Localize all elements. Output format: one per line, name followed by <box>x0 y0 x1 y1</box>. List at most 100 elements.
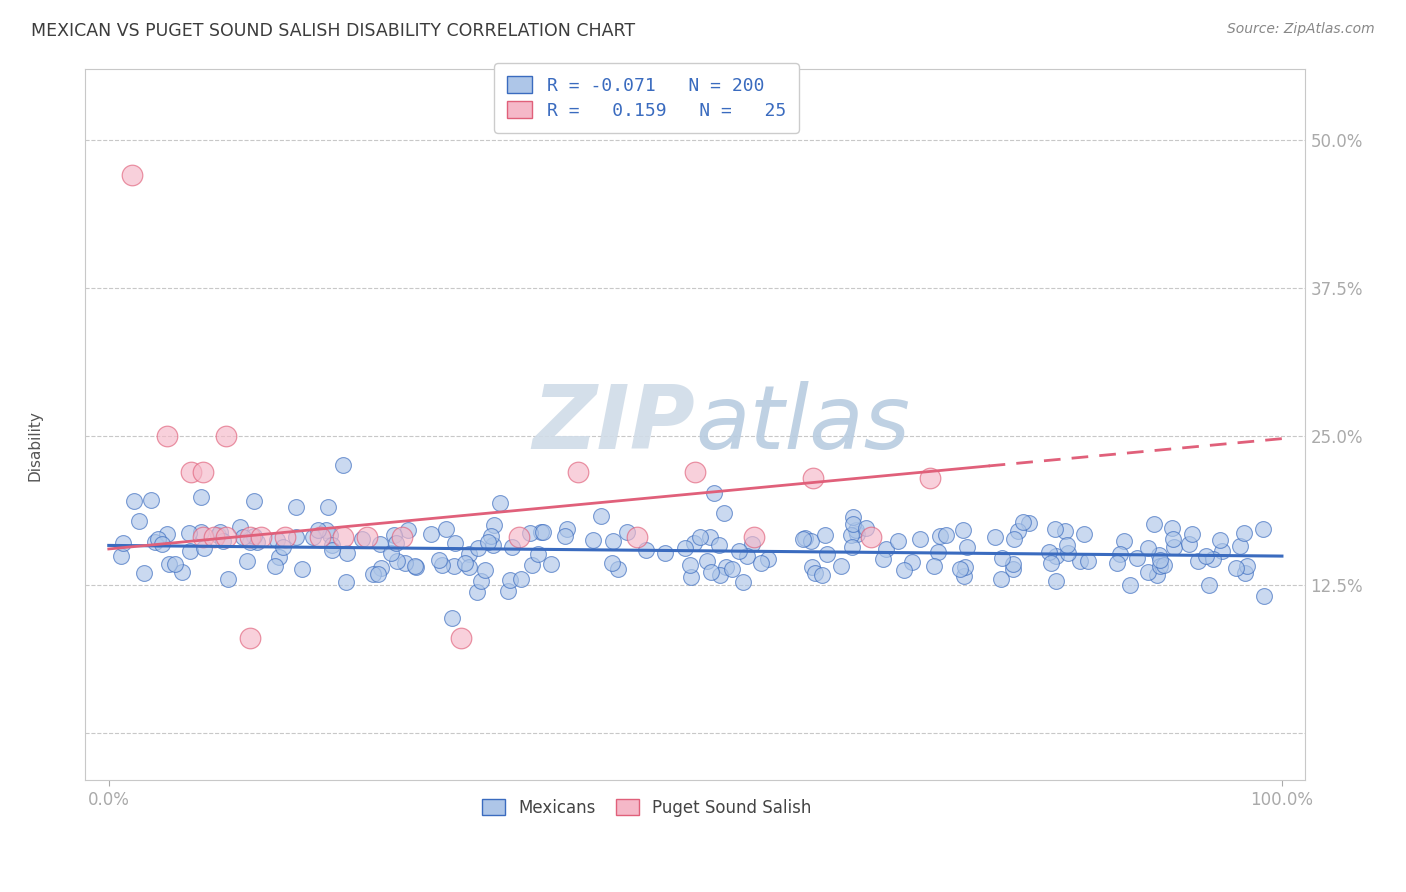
Point <box>1073 526 1095 541</box>
Point <box>217 572 239 586</box>
Point <box>606 562 628 576</box>
Point <box>841 540 863 554</box>
Point <box>367 566 389 581</box>
Point <box>1069 554 1091 568</box>
Point <box>482 517 505 532</box>
Point <box>626 530 648 544</box>
Point <box>991 550 1014 565</box>
Point <box>172 565 194 579</box>
Point <box>427 553 450 567</box>
Point <box>110 549 132 563</box>
Point <box>396 523 419 537</box>
Point <box>731 574 754 589</box>
Point <box>467 541 489 555</box>
Point <box>1195 549 1218 563</box>
Point <box>1137 541 1160 556</box>
Point <box>1251 522 1274 536</box>
Point <box>1056 538 1078 552</box>
Point <box>1187 554 1209 568</box>
Point <box>600 556 623 570</box>
Point <box>922 559 945 574</box>
Point <box>458 559 481 574</box>
Point <box>928 529 950 543</box>
Point <box>363 567 385 582</box>
Point <box>190 524 212 539</box>
Point <box>557 522 579 536</box>
Point <box>1253 589 1275 603</box>
Point <box>146 533 169 547</box>
Point <box>683 536 706 550</box>
Point <box>567 465 589 479</box>
Point <box>1163 540 1185 554</box>
Point <box>477 535 499 549</box>
Point <box>804 566 827 580</box>
Point <box>193 541 215 555</box>
Point <box>163 557 186 571</box>
Point <box>238 530 260 544</box>
Point <box>846 527 869 541</box>
Point <box>1146 568 1168 582</box>
Point <box>1198 578 1220 592</box>
Point <box>1149 552 1171 566</box>
Point <box>720 561 742 575</box>
Point <box>952 523 974 537</box>
Point <box>1002 562 1025 576</box>
Point <box>122 494 145 508</box>
Point <box>531 524 554 539</box>
Point <box>602 534 624 549</box>
Point <box>685 465 707 479</box>
Point <box>616 524 638 539</box>
Point <box>510 572 533 586</box>
Point <box>801 560 824 574</box>
Point <box>872 552 894 566</box>
Point <box>540 557 562 571</box>
Point <box>1233 566 1256 581</box>
Point <box>465 585 488 599</box>
Point <box>589 509 612 524</box>
Point <box>530 524 553 539</box>
Point <box>143 535 166 549</box>
Point <box>1181 527 1204 541</box>
Point <box>742 530 765 544</box>
Point <box>934 527 956 541</box>
Point <box>1233 525 1256 540</box>
Point <box>394 556 416 570</box>
Point <box>285 500 308 515</box>
Point <box>735 549 758 564</box>
Point <box>793 532 815 546</box>
Point <box>321 543 343 558</box>
Point <box>1039 557 1062 571</box>
Point <box>841 510 863 524</box>
Point <box>1161 532 1184 546</box>
Point <box>157 558 180 572</box>
Point <box>496 583 519 598</box>
Point <box>336 546 359 560</box>
Point <box>751 557 773 571</box>
Point <box>875 542 897 557</box>
Point <box>1012 515 1035 529</box>
Point <box>335 574 357 589</box>
Point <box>1161 521 1184 535</box>
Point <box>1045 574 1067 588</box>
Point <box>238 631 260 645</box>
Point <box>479 529 502 543</box>
Point <box>1236 559 1258 574</box>
Point <box>156 429 179 443</box>
Point <box>1225 561 1247 575</box>
Point <box>263 559 285 574</box>
Point <box>274 530 297 544</box>
Point <box>814 527 837 541</box>
Point <box>309 530 332 544</box>
Point <box>1202 551 1225 566</box>
Point <box>699 530 721 544</box>
Point <box>900 555 922 569</box>
Point <box>111 536 134 550</box>
Point <box>1018 516 1040 530</box>
Point <box>700 566 723 580</box>
Point <box>273 541 295 555</box>
Point <box>800 533 823 548</box>
Point <box>830 559 852 574</box>
Point <box>385 536 408 550</box>
Point <box>1209 533 1232 548</box>
Point <box>927 544 949 558</box>
